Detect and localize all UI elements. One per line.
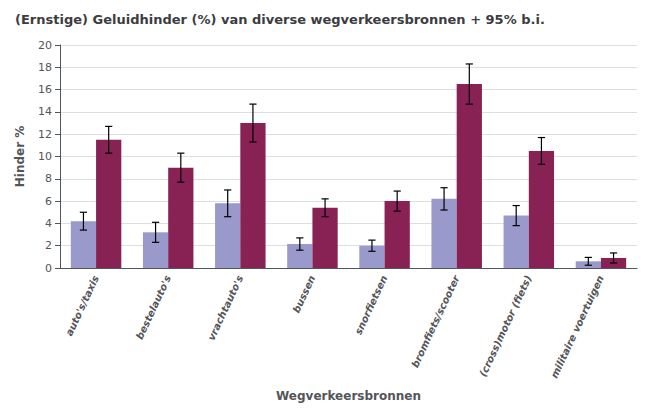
- svg-text:bromfiets/scooter: bromfiets/scooter: [409, 273, 462, 370]
- svg-text:(Ernstige) Geluidhinder (%) va: (Ernstige) Geluidhinder (%) van diverse …: [15, 12, 545, 27]
- svg-text:bestelauto's: bestelauto's: [134, 274, 173, 342]
- svg-text:0: 0: [45, 262, 52, 275]
- svg-text:snorfietsen: snorfietsen: [352, 274, 389, 337]
- svg-text:militaire voertuigen: militaire voertuigen: [548, 274, 605, 380]
- svg-text:16: 16: [38, 83, 52, 96]
- svg-text:(cross)motor (fiets): (cross)motor (fiets): [477, 274, 534, 379]
- svg-text:Wegverkeersbronnen: Wegverkeersbronnen: [276, 389, 421, 403]
- svg-text:14: 14: [38, 105, 52, 118]
- svg-text:auto's/taxis: auto's/taxis: [63, 274, 101, 338]
- svg-text:2: 2: [45, 239, 52, 252]
- svg-text:Hinder %: Hinder %: [13, 126, 27, 188]
- svg-text:4: 4: [45, 217, 52, 230]
- svg-text:12: 12: [38, 128, 52, 141]
- svg-text:6: 6: [45, 195, 52, 208]
- svg-text:20: 20: [38, 39, 52, 52]
- svg-text:bussen: bussen: [291, 274, 318, 315]
- svg-text:vrachtauto's: vrachtauto's: [206, 274, 246, 343]
- svg-text:10: 10: [38, 150, 52, 163]
- svg-text:8: 8: [45, 172, 52, 185]
- svg-text:18: 18: [38, 61, 52, 74]
